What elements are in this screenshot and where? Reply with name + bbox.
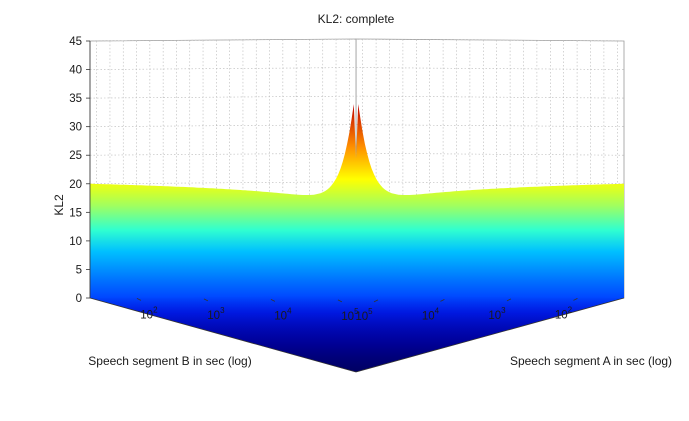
x-tick	[136, 297, 142, 301]
y-tick	[440, 298, 445, 302]
y-tick	[506, 298, 512, 302]
y-tick	[373, 299, 379, 303]
z-tick-label: 25	[69, 150, 82, 162]
z-tick-label: 15	[69, 207, 82, 219]
x-axis-line	[355, 297, 625, 373]
x-tick	[203, 298, 209, 302]
y-tick	[573, 297, 578, 301]
z-grid-line	[89, 38, 625, 42]
y-tick-label: 105	[355, 307, 373, 323]
z-axis-ticks: 0 5 10 15 20 25 30 35 40 45	[69, 36, 90, 305]
z-grid-line	[89, 95, 625, 99]
x-tick-label: 105	[341, 307, 359, 323]
z-tick-label: 20	[69, 179, 82, 191]
z-tick-label: 10	[69, 236, 82, 248]
y-axis-line	[89, 297, 357, 373]
z-tick-label: 45	[69, 36, 82, 48]
z-tick-label: 5	[76, 264, 82, 276]
surface-floor-shading	[90, 296, 624, 372]
z-axis-label: KL2	[52, 194, 66, 216]
z-tick-label: 40	[69, 65, 82, 77]
chart-title: KL2: complete	[318, 12, 395, 26]
z-grid-line	[89, 124, 625, 127]
x-axis-label: Speech segment A in sec (log)	[510, 354, 672, 368]
z-tick-label: 30	[69, 122, 82, 134]
surface	[90, 104, 624, 372]
x-tick	[270, 298, 276, 302]
y-axis-ticks: 102 103 104 105	[355, 297, 578, 323]
z-grid-line	[89, 152, 625, 156]
x-axis-ticks: 102 103 104 105	[136, 297, 359, 323]
y-tick-label: 102	[555, 305, 573, 321]
y-tick-label: 104	[422, 306, 440, 322]
y-axis-label: Speech segment B in sec (log)	[88, 354, 251, 368]
z-tick-label: 35	[69, 93, 82, 105]
x-tick	[337, 299, 343, 303]
z-grid-line	[89, 67, 625, 70]
z-tick-label: 0	[76, 293, 82, 305]
x-tick-label: 102	[140, 305, 158, 321]
x-tick-label: 104	[274, 306, 292, 322]
y-tick-label: 103	[488, 306, 506, 322]
axes	[89, 41, 625, 373]
x-tick-label: 103	[207, 306, 225, 322]
